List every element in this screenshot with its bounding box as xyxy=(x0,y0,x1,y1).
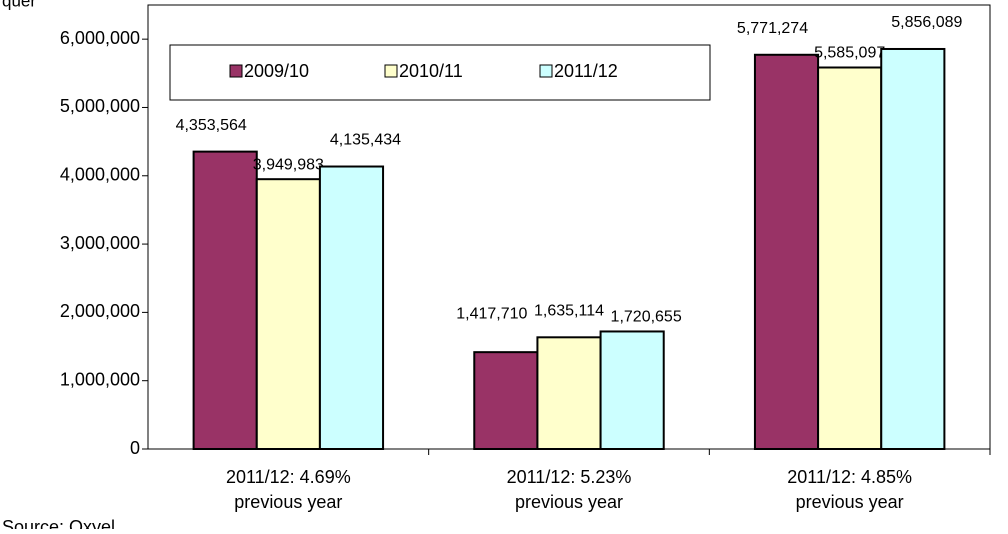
bar xyxy=(599,330,665,451)
x-tick-label: 2011/12: 4.69% xyxy=(226,467,351,487)
y-tick-label: 4,000,000 xyxy=(60,165,140,185)
bar xyxy=(318,165,385,451)
bar xyxy=(880,47,946,451)
data-label: 1,417,710 xyxy=(456,305,527,322)
y-tick-label: 2,000,000 xyxy=(60,301,140,321)
data-label: 5,585,097 xyxy=(814,45,885,62)
y-tick-label: 5,000,000 xyxy=(60,96,140,116)
y-tick-label: 1,000,000 xyxy=(60,369,140,389)
bar xyxy=(473,351,539,451)
data-label: 5,856,089 xyxy=(891,14,962,31)
y-tick-label: 0 xyxy=(130,438,140,458)
bar xyxy=(536,336,602,451)
bar xyxy=(255,178,321,450)
source-note: Source: Oxyel xyxy=(2,517,115,529)
y-tick-label: 6,000,000 xyxy=(60,28,140,48)
data-label: 4,353,564 xyxy=(176,117,247,134)
x-tick-label: previous year xyxy=(234,492,342,512)
data-label: 3,949,983 xyxy=(253,156,324,173)
legend-label: 2011/12 xyxy=(554,61,618,81)
data-label: 1,635,114 xyxy=(534,303,604,320)
data-label: 5,771,274 xyxy=(737,20,808,37)
bar xyxy=(192,150,258,450)
legend-box xyxy=(169,44,711,101)
x-tick-label: previous year xyxy=(515,492,623,512)
bar xyxy=(817,66,883,451)
x-tick-label: previous year xyxy=(796,492,904,512)
x-tick-label: 2011/12: 4.85% xyxy=(787,467,912,487)
legend-label: 2009/10 xyxy=(244,61,309,81)
data-label: 1,720,655 xyxy=(611,309,682,326)
legend-swatch xyxy=(229,64,243,78)
y-tick-label: 3,000,000 xyxy=(60,233,140,253)
bar xyxy=(753,53,820,451)
legend-swatch xyxy=(539,64,553,78)
x-tick-label: 2011/12: 5.23% xyxy=(507,467,632,487)
y-axis-label: quer xyxy=(2,0,36,10)
data-label: 4,135,434 xyxy=(330,132,401,149)
legend-swatch xyxy=(384,64,398,78)
legend-label: 2010/11 xyxy=(399,61,463,81)
